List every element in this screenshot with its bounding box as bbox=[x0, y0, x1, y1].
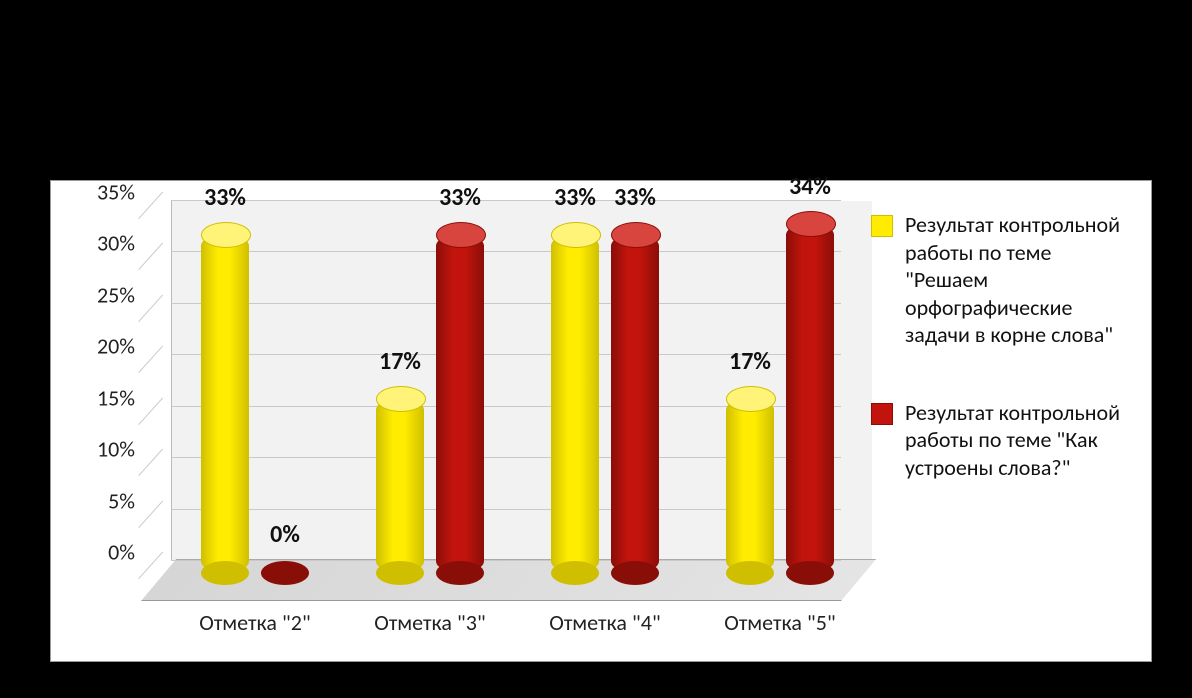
bar-base bbox=[201, 561, 249, 585]
grid-corner bbox=[138, 346, 163, 373]
x-tick-label: Отметка "4" bbox=[535, 609, 675, 636]
bar-cap bbox=[436, 222, 486, 248]
bar-cap bbox=[551, 222, 601, 248]
legend-item-series-1: Результат контрольной работы по теме "Ре… bbox=[871, 211, 1131, 349]
plot-area: 0%5%10%15%20%25%30%35%33%0%Отметка "2"17… bbox=[141, 201, 841, 601]
bar-base bbox=[376, 561, 424, 585]
bar-base bbox=[551, 561, 599, 585]
x-tick-label: Отметка "5" bbox=[710, 609, 850, 636]
legend-label-series-2: Результат контрольной работы по теме "Ка… bbox=[905, 399, 1131, 482]
bar-shaft bbox=[786, 223, 834, 573]
bar-cylinder bbox=[551, 234, 599, 573]
data-label: 33% bbox=[204, 183, 246, 212]
bar-cylinder bbox=[376, 398, 424, 573]
grid-line bbox=[171, 200, 841, 201]
grid-line bbox=[171, 303, 841, 304]
bar-shaft bbox=[611, 234, 659, 573]
legend-swatch-series-1 bbox=[871, 215, 893, 237]
data-label: 17% bbox=[729, 347, 771, 376]
legend: Результат контрольной работы по теме "Ре… bbox=[871, 211, 1131, 531]
data-label: 34% bbox=[789, 172, 831, 201]
bar-shaft bbox=[201, 234, 249, 573]
y-tick-label: 20% bbox=[97, 333, 135, 360]
bar-base bbox=[786, 561, 834, 585]
data-label: 17% bbox=[379, 347, 421, 376]
legend-swatch-series-2 bbox=[871, 403, 893, 425]
bar-cylinder bbox=[786, 223, 834, 573]
grid-corner bbox=[138, 552, 163, 579]
y-tick-label: 30% bbox=[97, 230, 135, 257]
x-tick-label: Отметка "3" bbox=[360, 609, 500, 636]
bar-cylinder bbox=[611, 234, 659, 573]
bar-cap bbox=[786, 211, 836, 237]
bar-shaft bbox=[726, 398, 774, 573]
y-tick-label: 10% bbox=[97, 436, 135, 463]
bar-cap bbox=[376, 386, 426, 412]
data-label: 33% bbox=[439, 183, 481, 212]
grid-corner bbox=[138, 192, 163, 219]
grid-corner bbox=[138, 449, 163, 476]
data-label: 0% bbox=[270, 520, 300, 549]
bar-shaft bbox=[376, 398, 424, 573]
grid-corner bbox=[138, 397, 163, 424]
bar-shaft bbox=[261, 571, 309, 573]
bar-cylinder bbox=[436, 234, 484, 573]
bar-cylinder bbox=[261, 571, 309, 573]
legend-label-series-1: Результат контрольной работы по теме "Ре… bbox=[905, 211, 1131, 349]
bar-base bbox=[436, 561, 484, 585]
bar-base bbox=[611, 561, 659, 585]
bar-cap bbox=[726, 386, 776, 412]
data-label: 33% bbox=[614, 183, 656, 212]
grid-line bbox=[171, 251, 841, 252]
legend-item-series-2: Результат контрольной работы по теме "Ка… bbox=[871, 399, 1131, 482]
grid-corner bbox=[138, 500, 163, 527]
y-tick-label: 0% bbox=[108, 539, 135, 566]
y-tick-label: 5% bbox=[108, 487, 135, 514]
bar-cylinder bbox=[726, 398, 774, 573]
bar-shaft bbox=[551, 234, 599, 573]
data-label: 33% bbox=[554, 183, 596, 212]
grid-corner bbox=[138, 243, 163, 270]
chart-panel: 0% 5% 10% 15% 20% 25% 30% 35% 33% 0% Отметка "2" 17… bbox=[50, 180, 1152, 662]
bar-cap bbox=[201, 222, 251, 248]
x-tick-label: Отметка "2" bbox=[185, 609, 325, 636]
grid-corner bbox=[138, 294, 163, 321]
bar-base bbox=[726, 561, 774, 585]
bar-shaft bbox=[436, 234, 484, 573]
y-tick-label: 25% bbox=[97, 281, 135, 308]
y-tick-label: 35% bbox=[97, 179, 135, 206]
bar-cylinder bbox=[201, 234, 249, 573]
bar-cap bbox=[611, 222, 661, 248]
bar-base bbox=[261, 561, 309, 585]
y-tick-label: 15% bbox=[97, 384, 135, 411]
